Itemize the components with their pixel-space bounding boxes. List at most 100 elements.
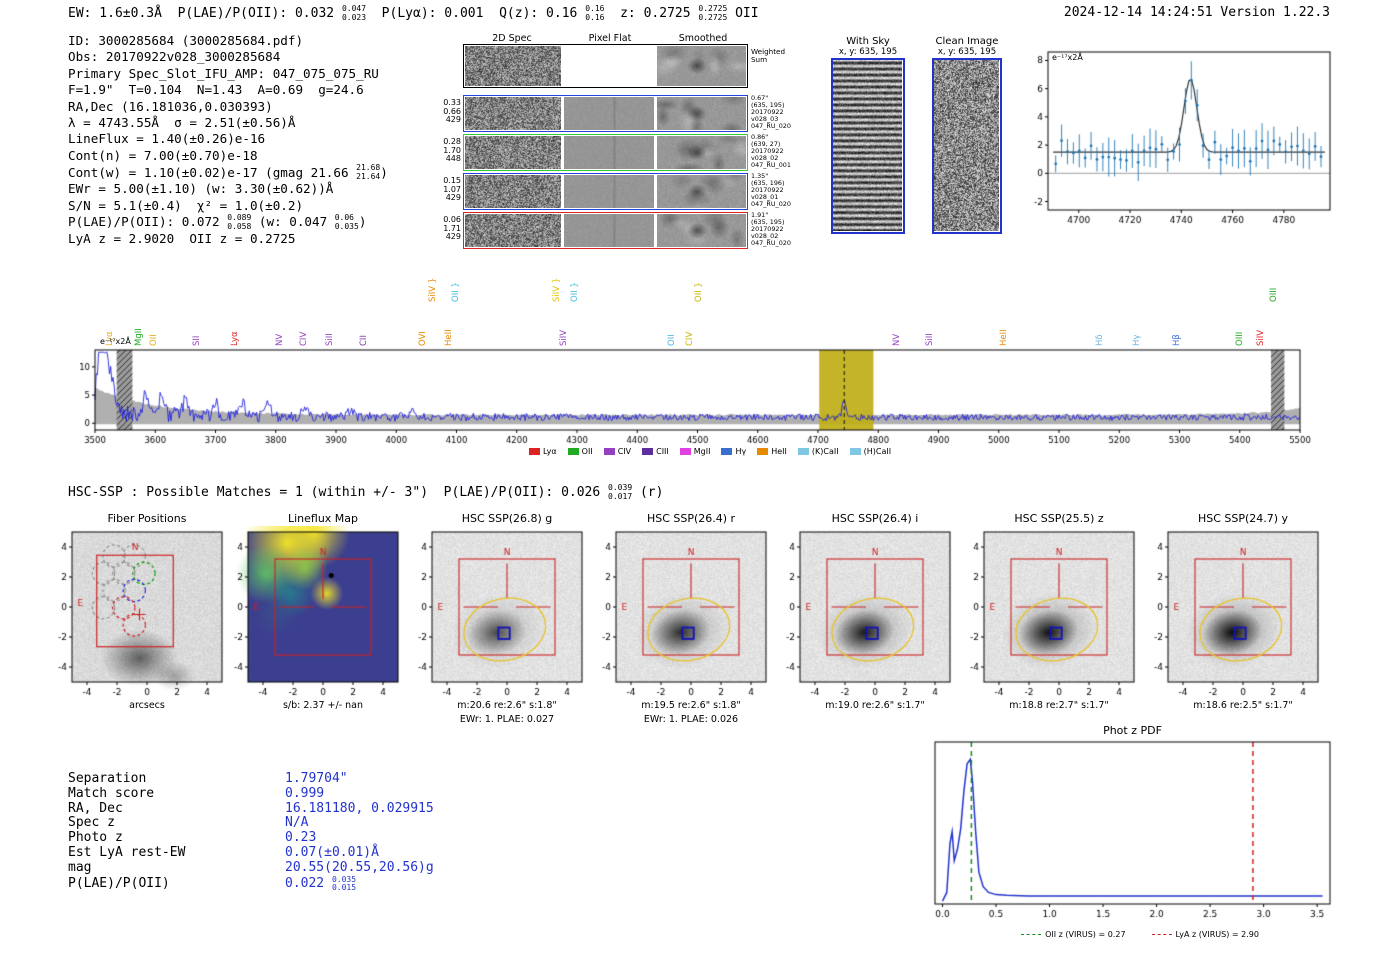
match-row-specz: Spec z N/A — [68, 815, 309, 831]
legend-label: (K)CaII — [811, 447, 839, 456]
legend-swatch — [567, 448, 579, 455]
spectral-line-label: OII } — [693, 282, 704, 302]
info-wavelength: λ = 4743.55Å σ = 2.51(±0.56)Å — [68, 115, 296, 131]
legend-item: CIV — [603, 447, 631, 456]
match-row-est-ew: Est LyA rest-EW 0.07(±0.01)Å — [68, 844, 379, 860]
full-spectrum-plot — [80, 342, 1315, 458]
photz-pdf-title: Phot z PDF — [1103, 724, 1162, 737]
oii-dash-swatch — [1021, 934, 1042, 935]
z-uncertainty-stack: 0.2725 0.2725 — [698, 4, 728, 22]
cutout-title-hsc-i: HSC SSP(26.4) i — [831, 512, 919, 525]
2d-spec-weighted-canvas — [465, 46, 561, 86]
spec2d-weighted-sum-row — [463, 44, 748, 88]
clean-image-panel — [932, 58, 1002, 234]
photz-pdf-plot — [918, 736, 1342, 918]
header-summary: EW: 1.6±0.3Å P(LAE)/P(OII): 0.032 0.047 0… — [68, 4, 759, 22]
line-fit-inset-plot — [1020, 42, 1335, 240]
hsc-y-cutout-canvas — [1140, 526, 1326, 712]
inset-flux-units-label: e⁻¹⁷x2Å — [1052, 53, 1083, 62]
qz-uncertainty-stack: 0.16 0.16 — [585, 4, 605, 22]
smoothed-canvas — [657, 214, 746, 247]
cutout-title-hsc-y: HSC SSP(24.7) y — [1197, 512, 1289, 525]
match-row-score: Match score 0.999 — [68, 785, 325, 801]
legend-item: MgII — [679, 447, 711, 456]
info-id: ID: 3000285684 (3000285684.pdf) — [68, 33, 304, 48]
clean-image-coords: x, y: 635, 195 — [937, 47, 997, 57]
info-cont-n: Cont(n) = 7.00(±0.70)e-18 — [68, 147, 258, 163]
clean-image-title: Clean Image — [935, 36, 999, 47]
header-ew-plae: EW: 1.6±0.3Å P(LAE)/P(OII): 0.032 — [68, 6, 342, 21]
hsc-r-cutout-canvas — [588, 526, 774, 712]
smoothed-canvas — [657, 175, 746, 208]
header-timestamp: 2024-12-14 14:24:51 Version 1.22.3 — [1063, 5, 1330, 20]
spectral-line-label: OII } — [450, 282, 461, 302]
info-radec: RA,Dec (16.181036,0.030393) — [68, 98, 273, 114]
hsc-plae-stack: 0.039 0.017 — [608, 483, 633, 501]
hsc-g-caption2: EWr: 1. PLAE: 0.027 — [459, 714, 555, 725]
legend-swatch — [603, 448, 615, 455]
legend-label: MgII — [693, 447, 711, 456]
legend-label: (H)CaII — [863, 447, 892, 456]
spec2d-fiber-row — [463, 173, 748, 210]
hsc-y-caption: m:18.6 re:2.5" s:1.7" — [1193, 700, 1293, 711]
match-plae-stack: 0.035 0.015 — [331, 874, 357, 893]
legend-item: Hγ — [721, 447, 746, 456]
legend-swatch — [528, 448, 540, 455]
lineflux-map-canvas — [220, 526, 406, 712]
info-sn-chi2: S/N = 5.1(±0.4) χ² = 1.0(±0.2) — [68, 197, 304, 213]
col-header-2dspec: 2D Spec — [492, 33, 532, 44]
spec2d-row-labels: 0.15 1.07 429 — [443, 176, 461, 203]
match-row-radec: RA, Dec 16.181180, 0.029915 — [68, 800, 434, 816]
plae-stack-1: 0.089 0.058 — [227, 213, 252, 231]
photz-legend-oii: OII z (VIRUS) = 0.27 — [1021, 930, 1126, 939]
legend-label: CIII — [656, 447, 669, 456]
hsc-i-caption: m:19.0 re:2.6" s:1.7" — [825, 700, 925, 711]
main-flux-units-label: e⁻¹⁷x2Å — [100, 337, 131, 346]
photz-legend-lya: LyA z (VIRUS) = 2.90 — [1151, 930, 1259, 939]
2d-spec-canvas — [465, 136, 561, 169]
legend-item: Lyα — [528, 447, 557, 456]
2d-spec-canvas — [465, 175, 561, 208]
photz-legend: OII z (VIRUS) = 0.27 LyA z (VIRUS) = 2.9… — [940, 930, 1340, 939]
smoothed-canvas — [657, 97, 746, 130]
header-plya-qz: P(Lyα): 0.001 Q(z): 0.16 — [366, 6, 586, 21]
header-z: z: 0.2725 — [604, 6, 699, 21]
hsc-g-cutout-canvas — [404, 526, 590, 712]
cutout-title-lineflux-map: Lineflux Map — [287, 512, 359, 525]
spectral-line-label: SiIV } — [551, 277, 562, 302]
info-redshifts: LyA z = 2.9020 OII z = 0.2725 — [68, 231, 296, 247]
fiber-positions-canvas — [44, 526, 230, 712]
legend-item: (H)CaII — [849, 447, 892, 456]
legend-label: HeII — [771, 447, 787, 456]
legend-swatch — [757, 448, 769, 455]
cutout-title-hsc-g: HSC SSP(26.8) g — [461, 512, 553, 525]
weighted-sum-label: Weighted Sum — [751, 47, 786, 64]
col-header-pixelflat: Pixel Flat — [588, 33, 632, 44]
spectral-line-label: OIII — [1268, 287, 1279, 302]
hsc-i-cutout-canvas — [772, 526, 958, 712]
hsc-z-cutout-canvas — [956, 526, 1142, 712]
spec2d-row-labels: 0.33 0.66 429 — [443, 98, 461, 125]
hsc-g-caption: m:20.6 re:2.6" s:1.8" — [457, 700, 557, 711]
spec2d-row-annotation: 0.86" (639, 27) 20170922 v028_02 047_RU_001 — [751, 133, 791, 169]
legend-item: OII — [567, 447, 593, 456]
info-plae-poii: P(LAE)/P(OII): 0.072 0.089 0.058 (w: 0.04… — [68, 213, 367, 231]
info-block: ID: 3000285684 (3000285684.pdf) Obs: 201… — [68, 33, 388, 247]
legend-swatch — [849, 448, 861, 455]
clean-image-canvas — [934, 60, 999, 231]
spec2d-row-labels: 0.28 1.70 448 — [443, 137, 461, 164]
match-row-photoz: Photo z 0.23 — [68, 830, 317, 846]
col-header-smoothed: Smoothed — [678, 33, 728, 44]
info-obs: Obs: 20170922v028_3000285684 — [68, 49, 281, 65]
legend-swatch — [642, 448, 654, 455]
pixel-flat-canvas — [564, 175, 654, 208]
cutout-title-hsc-z: HSC SSP(25.5) z — [1014, 512, 1104, 525]
with-sky-title: With Sky — [846, 36, 890, 47]
lineflux-caption: s/b: 2.37 +/- nan — [282, 700, 364, 711]
pixel-flat-canvas — [564, 97, 654, 130]
legend-label: Lyα — [542, 447, 557, 456]
hsc-z-caption: m:18.8 re:2.7" s:1.7" — [1009, 700, 1109, 711]
legend-label: Hγ — [735, 447, 747, 456]
hsc-ssp-matches-line: HSC-SSP : Possible Matches = 1 (within +… — [68, 483, 664, 501]
